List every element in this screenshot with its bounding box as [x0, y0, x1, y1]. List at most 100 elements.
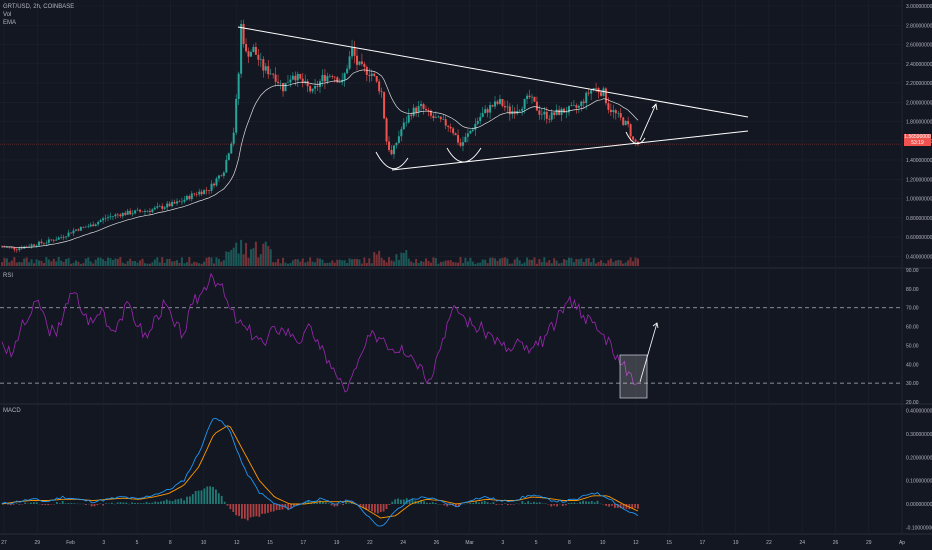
candle-body [333, 76, 336, 78]
candle-body [627, 120, 630, 125]
volume-bar [222, 260, 225, 266]
volume-bar [163, 262, 166, 266]
volume-bar [355, 258, 358, 266]
volume-bar [168, 258, 171, 266]
volume-bar [447, 260, 450, 266]
candle-body [188, 196, 191, 200]
volume-bar [632, 261, 635, 266]
candle-body [173, 202, 176, 204]
macd-histogram-bar [12, 504, 15, 505]
volume-bar [176, 260, 179, 266]
volume-bar [444, 260, 447, 266]
rsi-axis-tick: 60.00 [906, 325, 919, 331]
candle-body [20, 248, 23, 249]
candle-body [373, 73, 376, 77]
macd-histogram-bar [220, 495, 223, 504]
time-axis-tick: Ap [899, 540, 905, 546]
candle-body [301, 78, 304, 83]
candle-body [269, 73, 272, 75]
price-axis-tick: 2.40000000 [906, 62, 932, 68]
volume-bar [55, 261, 58, 266]
rsi-highlight-box [619, 354, 648, 399]
volume-bar [457, 262, 460, 266]
candle-body [10, 247, 13, 248]
candle-body [496, 101, 499, 104]
macd-histogram-bar [217, 493, 220, 504]
candle-body [126, 210, 129, 215]
macd-histogram-bar [374, 504, 376, 513]
macd-histogram-bar [350, 502, 353, 504]
macd-histogram-bar [431, 502, 434, 504]
volume-bar [481, 259, 484, 266]
symbol-label[interactable]: GRT/USD, 2h, COINBASE [3, 4, 75, 10]
volume-bar [227, 251, 230, 266]
macd-histogram-bar [223, 501, 226, 504]
macd-histogram-bar [426, 502, 428, 504]
volume-bar [405, 250, 408, 266]
volume-bar [388, 257, 391, 266]
macd-histogram-bar [443, 504, 446, 506]
candle-body [77, 229, 80, 231]
macd-histogram-bar [423, 501, 425, 504]
volume-bar [245, 242, 248, 266]
volume-bar [321, 259, 324, 266]
volume-bar [461, 263, 464, 266]
volume-bar [257, 257, 260, 266]
macd-histogram-bar [165, 499, 168, 504]
candle-body [449, 126, 452, 129]
macd-histogram-bar [553, 504, 556, 506]
rsi-projection-arrow [639, 322, 658, 383]
volume-bar [567, 257, 570, 266]
volume-bar [252, 248, 255, 266]
volume-bar [535, 263, 538, 266]
macd-histogram-bar [625, 504, 628, 509]
candle-body [190, 193, 193, 200]
candle-body [617, 113, 620, 114]
volume-bar [195, 262, 198, 266]
candle-body [360, 61, 363, 64]
volume-bar [474, 263, 477, 266]
candle-body [203, 189, 206, 195]
volume-bar [296, 259, 299, 266]
volume-bar [563, 259, 566, 266]
candle-body [545, 111, 548, 119]
macd-histogram-bar [122, 502, 125, 504]
macd-histogram-bar [408, 499, 411, 504]
candle-body [316, 86, 319, 87]
candle-body [279, 82, 282, 84]
macd-histogram-bar [478, 502, 480, 504]
volume-bar [373, 251, 376, 266]
volume-indicator-label[interactable]: Vol [3, 12, 12, 18]
candle-body [70, 232, 73, 234]
macd-histogram-bar [501, 504, 504, 505]
candle-body [476, 121, 479, 124]
bottom-arc-2 [446, 147, 482, 163]
rsi-pane-label[interactable]: RSI [3, 273, 14, 279]
candle-body [343, 73, 346, 80]
volume-bar [550, 263, 553, 266]
macd-histogram-bar [538, 502, 541, 504]
candle-body [412, 107, 415, 116]
candle-body [392, 145, 395, 155]
macd-pane-label[interactable]: MACD [3, 408, 21, 414]
volume-bar [299, 261, 302, 266]
ema-indicator-label[interactable]: EMA [3, 20, 17, 26]
candle-body [380, 91, 383, 93]
volume-bar [402, 253, 405, 266]
macd-histogram-bar [44, 504, 47, 505]
time-axis-tick: 29 [34, 540, 40, 546]
macd-histogram-bar [160, 501, 162, 504]
candle-body [474, 123, 477, 130]
volume-bar [540, 262, 543, 266]
volume-bar [370, 263, 373, 266]
macd-histogram-bar [469, 503, 472, 504]
volume-bar [429, 262, 432, 266]
candle-body [240, 23, 243, 74]
time-axis-tick: 8 [169, 540, 172, 546]
candle-body [116, 214, 119, 216]
candle-body [262, 59, 265, 71]
candle-body [166, 203, 169, 208]
macd-histogram-bar [582, 500, 584, 504]
